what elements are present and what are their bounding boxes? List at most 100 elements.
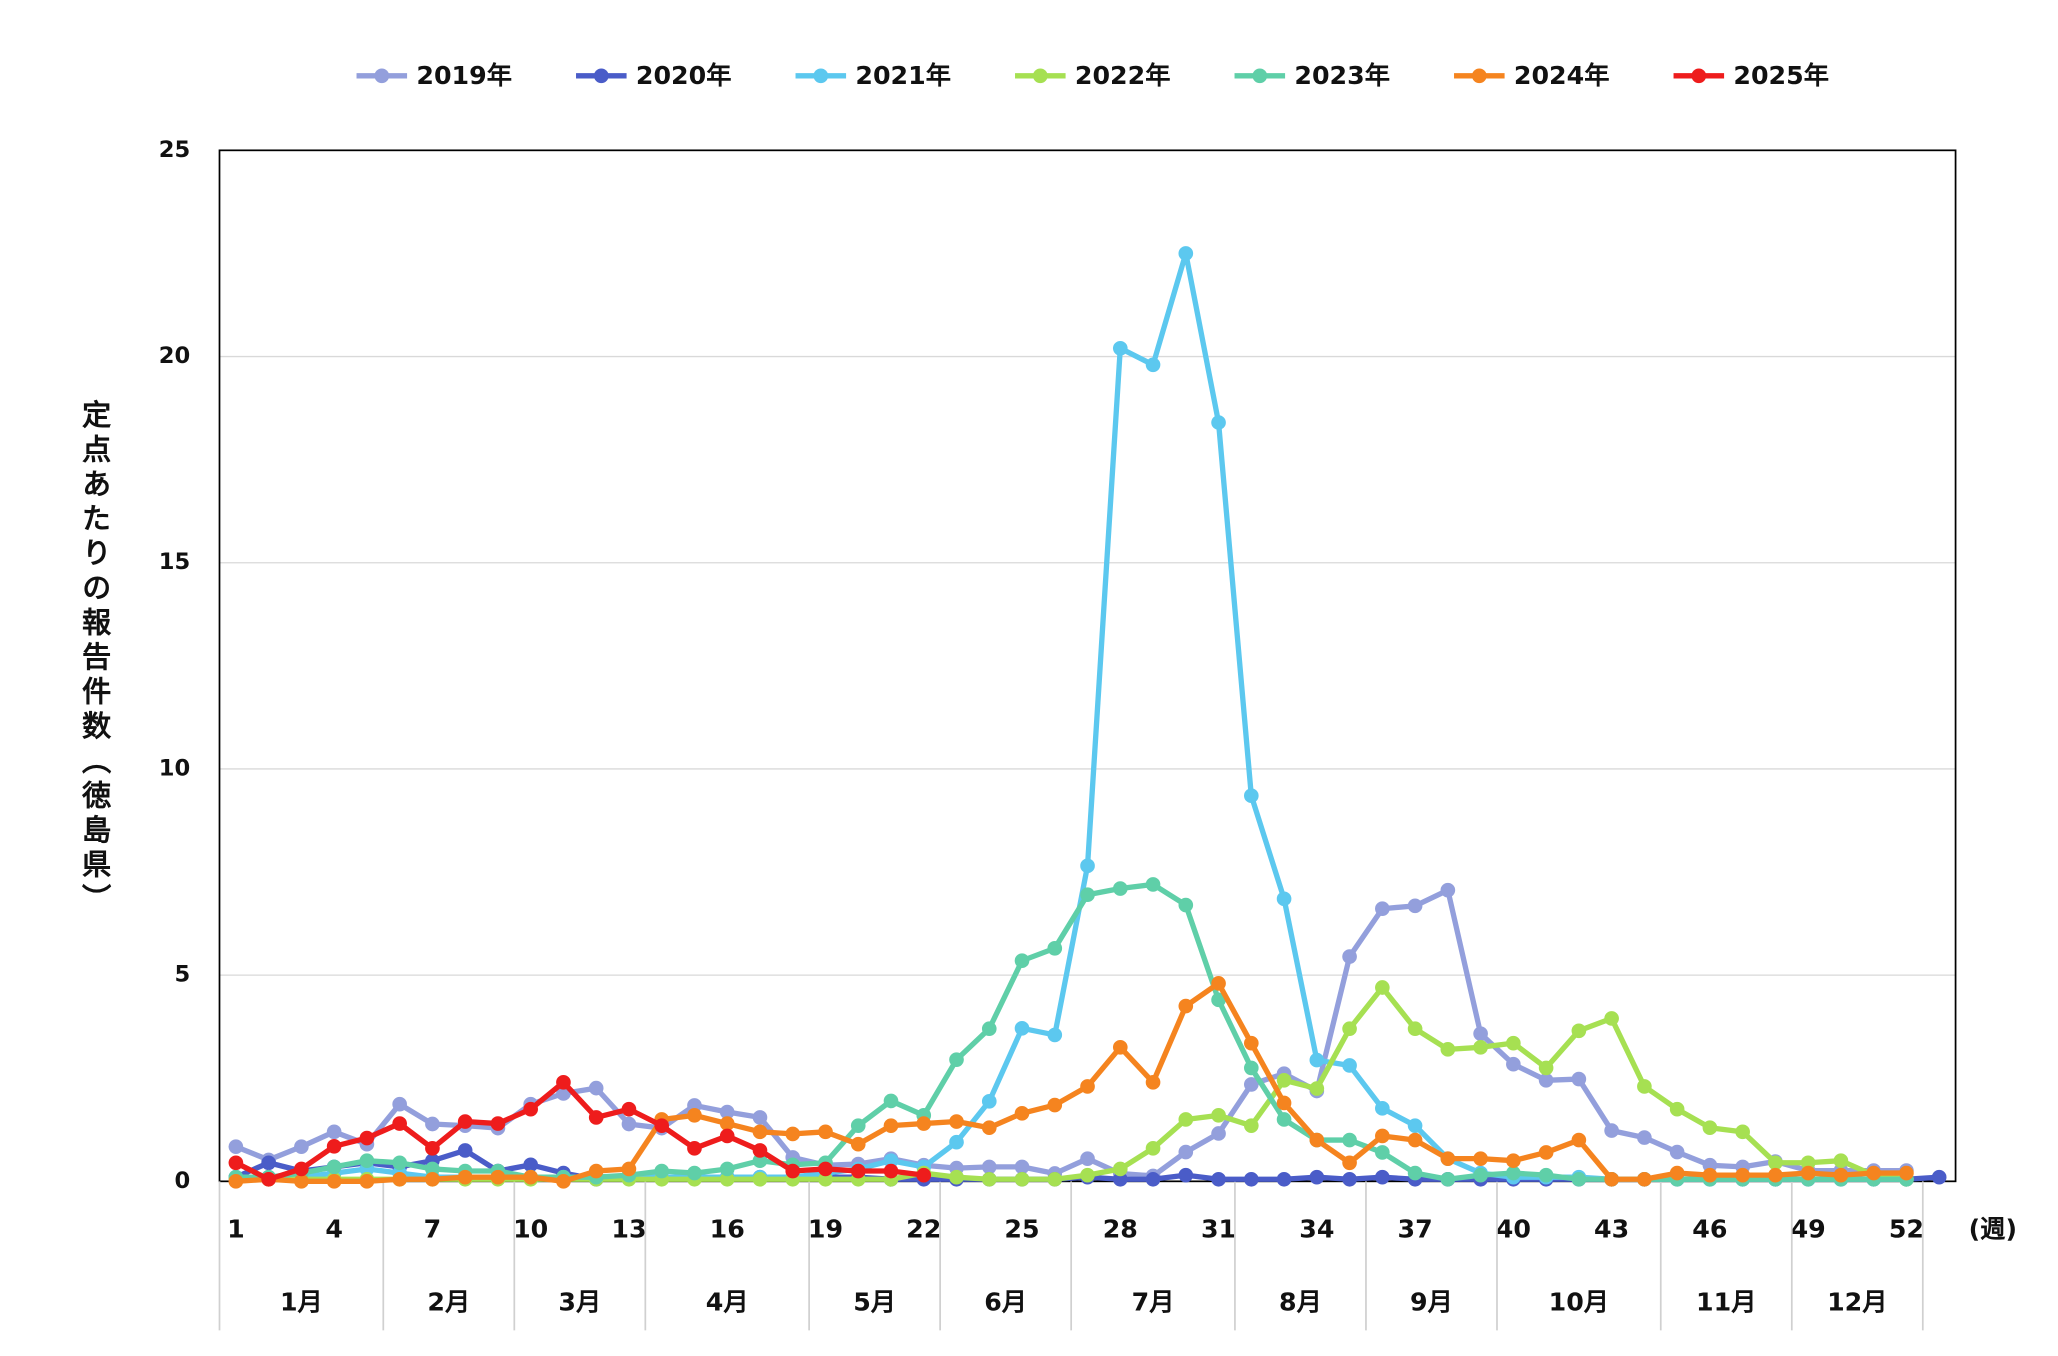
x-tick-label: 34 bbox=[1299, 1215, 1334, 1244]
data-point bbox=[1899, 1165, 1914, 1181]
month-label: 10月 bbox=[1549, 1288, 1609, 1317]
data-point bbox=[490, 1169, 506, 1185]
data-point bbox=[1342, 1021, 1357, 1037]
data-point bbox=[1571, 1171, 1587, 1187]
month-label: 1月 bbox=[280, 1288, 323, 1317]
data-point bbox=[1276, 1171, 1292, 1187]
data-point bbox=[1309, 1081, 1325, 1096]
data-point bbox=[883, 1153, 899, 1169]
data-point bbox=[457, 1169, 473, 1185]
data-point bbox=[719, 1128, 735, 1144]
x-tick-label: 4 bbox=[325, 1215, 343, 1244]
data-point bbox=[1342, 1155, 1357, 1171]
data-point bbox=[1440, 1042, 1456, 1057]
y-axis-label: 定点あたりの報告件数（徳島県） bbox=[78, 398, 113, 918]
data-point bbox=[1407, 898, 1423, 914]
data-point bbox=[1538, 1145, 1554, 1160]
x-tick-label: 19 bbox=[808, 1215, 843, 1244]
data-point bbox=[1178, 1144, 1194, 1160]
data-point bbox=[1014, 953, 1030, 969]
data-point bbox=[981, 1159, 997, 1175]
data-point bbox=[654, 1163, 670, 1179]
data-point bbox=[1407, 1132, 1423, 1148]
month-label: 3月 bbox=[558, 1288, 601, 1317]
data-point bbox=[785, 1126, 801, 1142]
data-point bbox=[1637, 1171, 1652, 1187]
data-point bbox=[1375, 1169, 1390, 1185]
data-point bbox=[556, 1174, 571, 1189]
data-point bbox=[1309, 1052, 1325, 1068]
data-point bbox=[687, 1165, 702, 1181]
data-point bbox=[981, 1120, 997, 1136]
data-point bbox=[1375, 901, 1390, 917]
legend-item: 2023年 bbox=[1234, 61, 1390, 90]
data-point bbox=[1080, 858, 1095, 874]
data-point bbox=[687, 1108, 702, 1123]
data-point bbox=[1080, 887, 1095, 903]
data-point bbox=[1342, 949, 1357, 964]
y-tick-label: 15 bbox=[159, 549, 190, 575]
legend-marker bbox=[1471, 68, 1487, 84]
data-point bbox=[752, 1143, 768, 1158]
data-point bbox=[1014, 1171, 1030, 1187]
data-point bbox=[916, 1167, 932, 1183]
data-point bbox=[1342, 1058, 1357, 1073]
data-point bbox=[687, 1141, 702, 1156]
x-tick-label: 16 bbox=[710, 1215, 745, 1244]
data-point bbox=[425, 1141, 440, 1156]
data-point bbox=[1112, 1171, 1128, 1187]
data-point bbox=[1080, 1151, 1095, 1166]
series-line bbox=[235, 980, 1907, 1184]
data-point bbox=[1145, 1075, 1161, 1090]
legend-item: 2021年 bbox=[795, 61, 951, 90]
data-point bbox=[818, 1161, 833, 1177]
data-point bbox=[359, 1130, 375, 1146]
data-point bbox=[1309, 1132, 1325, 1148]
data-point bbox=[1145, 1171, 1161, 1187]
data-point bbox=[1407, 1021, 1423, 1037]
data-point bbox=[1800, 1155, 1816, 1171]
x-tick-label: 1 bbox=[227, 1215, 245, 1244]
data-point bbox=[621, 1101, 637, 1117]
data-point bbox=[1243, 788, 1259, 804]
data-point bbox=[1243, 1118, 1259, 1133]
month-label: 6月 bbox=[984, 1288, 1027, 1317]
legend-label: 2021年 bbox=[855, 61, 951, 90]
data-point bbox=[588, 1163, 604, 1179]
data-point bbox=[523, 1157, 539, 1173]
month-label: 8月 bbox=[1279, 1288, 1322, 1317]
plot-frame bbox=[218, 149, 1957, 1183]
data-point bbox=[1669, 1144, 1685, 1160]
data-point bbox=[1276, 1072, 1292, 1088]
data-point bbox=[359, 1153, 375, 1169]
data-point bbox=[981, 1171, 997, 1187]
data-point bbox=[1506, 1153, 1521, 1169]
x-tick-label: 13 bbox=[611, 1215, 646, 1244]
data-point bbox=[1178, 998, 1194, 1014]
data-point bbox=[1538, 1060, 1554, 1076]
data-point bbox=[588, 1110, 604, 1125]
data-point bbox=[1178, 1167, 1194, 1183]
data-point bbox=[326, 1174, 342, 1189]
data-point bbox=[1243, 1171, 1259, 1187]
data-point bbox=[228, 1155, 244, 1171]
data-point bbox=[1833, 1167, 1849, 1183]
data-point bbox=[719, 1171, 735, 1187]
data-point bbox=[818, 1171, 833, 1187]
series-line bbox=[235, 250, 1907, 1182]
x-tick-label: 37 bbox=[1398, 1215, 1433, 1244]
data-point bbox=[1211, 1126, 1226, 1141]
legend-label: 2020年 bbox=[636, 61, 732, 90]
month-label: 9月 bbox=[1410, 1288, 1453, 1317]
data-point bbox=[1112, 881, 1128, 896]
data-point bbox=[425, 1161, 440, 1177]
data-point bbox=[1768, 1155, 1783, 1171]
data-point bbox=[1178, 1112, 1194, 1127]
legend-label: 2022年 bbox=[1075, 61, 1171, 90]
legend-marker bbox=[374, 68, 390, 84]
data-point bbox=[294, 1139, 309, 1155]
x-tick-label: 52 bbox=[1889, 1215, 1924, 1244]
data-point bbox=[1506, 1035, 1521, 1051]
data-point bbox=[719, 1104, 735, 1120]
data-point bbox=[1211, 1171, 1226, 1187]
